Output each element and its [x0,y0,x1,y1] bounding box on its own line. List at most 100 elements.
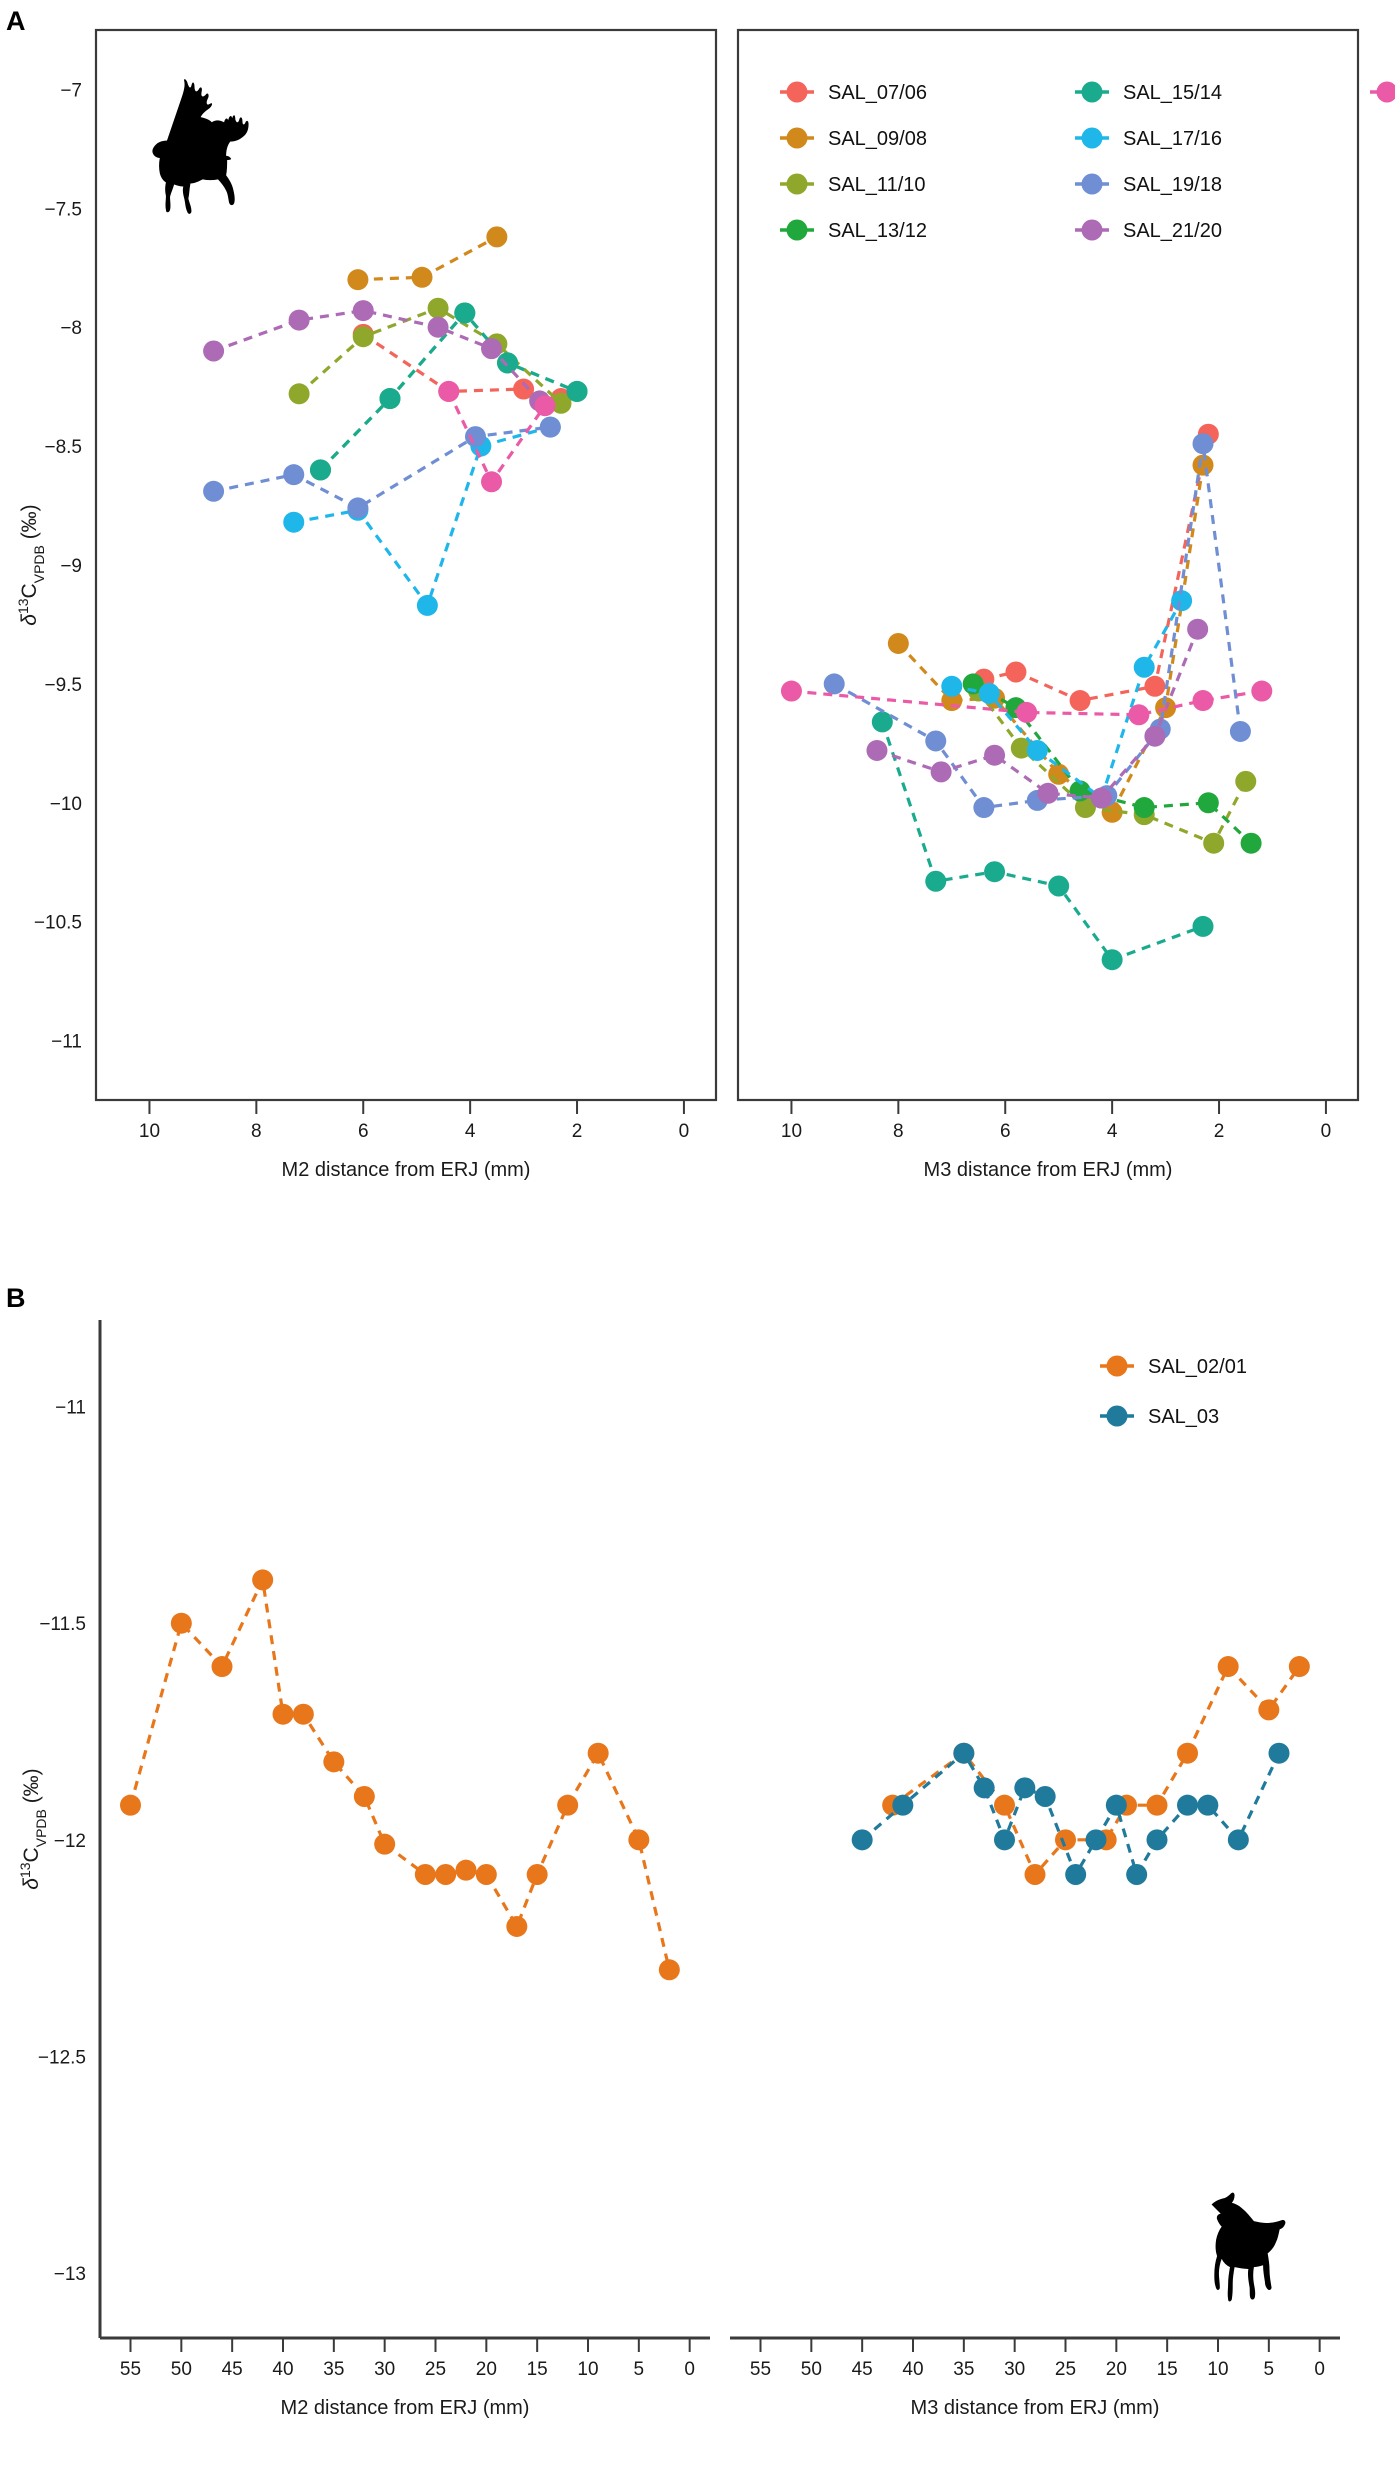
legend-item[interactable]: SAL_19/18 [1075,173,1222,197]
series-line-sal-15-14 [880,721,1204,962]
horse-icon [1211,2192,1286,2302]
data-point [1240,832,1262,854]
series-line-sal-19-18 [833,443,1242,810]
data-point [994,1794,1015,1816]
data-point [973,797,995,819]
legend-item[interactable]: SAL_17/16 [1075,127,1222,151]
data-point [1069,690,1091,712]
x-tick-label: 25 [425,2359,446,2380]
x-tick-label: 55 [120,2359,141,2380]
reindeer-icon [152,79,249,214]
x-tick-label: 30 [1004,2359,1025,2380]
legend-item[interactable]: SAL_11/10 [780,173,926,197]
data-point [1229,720,1251,742]
legend-item[interactable]: SAL_23/22 [1370,81,1395,105]
panel-a: −7 −7.5 −8 −8.5 −9 −9.5 −10 −10.5 −11 10 8 6 4 2 0 M2 d… [0,22,1395,1237]
data-point [851,1829,873,1851]
data-point [1187,618,1209,640]
x-axis-title: M3 distance from ERJ (mm) [924,1159,1173,1181]
data-point [481,338,503,360]
data-point [1235,770,1257,792]
legend: SAL_02/01 SAL_03 [1100,1355,1247,1429]
data-point [887,632,909,654]
data-point [1144,725,1166,747]
y-axis-title: δ13CVPDB (‰) [17,1768,49,1889]
data-point [1227,1829,1249,1851]
data-point [984,744,1006,766]
x-tick-label: 10 [139,1121,160,1142]
data-point [994,1829,1015,1851]
data-point [1197,792,1219,814]
data-point [953,1742,975,1764]
series-line-sal-19-18 [213,425,551,510]
legend-label: SAL_13/12 [828,220,927,242]
legend-item[interactable]: SAL_03 [1100,1405,1219,1429]
legend-marker [1376,81,1395,103]
data-point [1105,1794,1127,1816]
y-tick-label: −10.5 [34,913,82,934]
x-tick-label: 45 [852,2359,873,2380]
legend-item[interactable]: SAL_07/06 [780,81,927,105]
x-tick-label: 0 [679,1121,690,1142]
series-line-sal-03 [861,1750,1281,1879]
x-tick-label: 30 [374,2359,395,2380]
data-point [203,340,225,362]
data-point [628,1829,650,1851]
legend-item[interactable]: SAL_02/01 [1100,1355,1247,1379]
data-point [481,471,503,493]
legend-item[interactable]: SAL_13/12 [780,219,927,243]
data-point [347,269,369,291]
data-point [1177,1794,1198,1816]
data-point [1074,797,1096,819]
data-point [374,1833,396,1855]
legend-item[interactable]: SAL_09/08 [780,127,927,151]
x-tick-label: 35 [953,2359,974,2380]
x-tick-label: 10 [577,2359,598,2380]
series-line-sal-02-01 [891,1663,1301,1878]
x-tick-label: 50 [171,2359,192,2380]
data-point [930,761,952,783]
x-tick-label: 5 [1264,2359,1275,2380]
legend-label: SAL_11/10 [828,174,926,196]
x-axis-title: M3 distance from ERJ (mm) [911,2397,1160,2419]
data-point [427,297,449,319]
data-point [1024,1863,1046,1885]
data-point [1048,875,1070,897]
legend-label: SAL_02/01 [1148,1356,1247,1378]
data-point [1146,1829,1168,1851]
data-point [658,1959,680,1981]
data-point [866,739,888,761]
y-tick-label: −8 [60,318,82,339]
legend-item[interactable]: SAL_15/14 [1075,81,1222,105]
x-tick-label: 25 [1055,2359,1076,2380]
data-point [292,1703,314,1725]
x-tick-label: 15 [527,2359,548,2380]
data-point [414,1863,436,1885]
data-point [1133,656,1155,678]
x-tick-label: 40 [902,2359,923,2380]
data-point [1192,915,1214,937]
data-point [871,711,893,733]
y-tick-label: −12.5 [38,2047,86,2068]
data-point [455,1859,477,1881]
legend-marker [786,219,808,241]
data-point [506,1915,528,1937]
x-tick-label: 20 [476,2359,497,2380]
series-line-sal-17-16 [951,599,1184,801]
x-tick-label: 40 [272,2359,293,2380]
legend-marker [1081,81,1103,103]
data-point [1128,704,1150,726]
series-line-sal-11-10 [977,690,1248,846]
legend-label: SAL_21/20 [1123,220,1222,242]
legend-label: SAL_15/14 [1123,82,1222,104]
data-point [1055,1829,1076,1851]
legend-item[interactable]: SAL_21/20 [1075,219,1222,243]
x-tick-label: 10 [781,1121,802,1142]
data-point [347,497,369,519]
data-point [411,266,433,288]
data-point [550,392,572,414]
data-point [1192,454,1214,476]
data-point [973,1777,995,1799]
data-point [1144,675,1166,697]
